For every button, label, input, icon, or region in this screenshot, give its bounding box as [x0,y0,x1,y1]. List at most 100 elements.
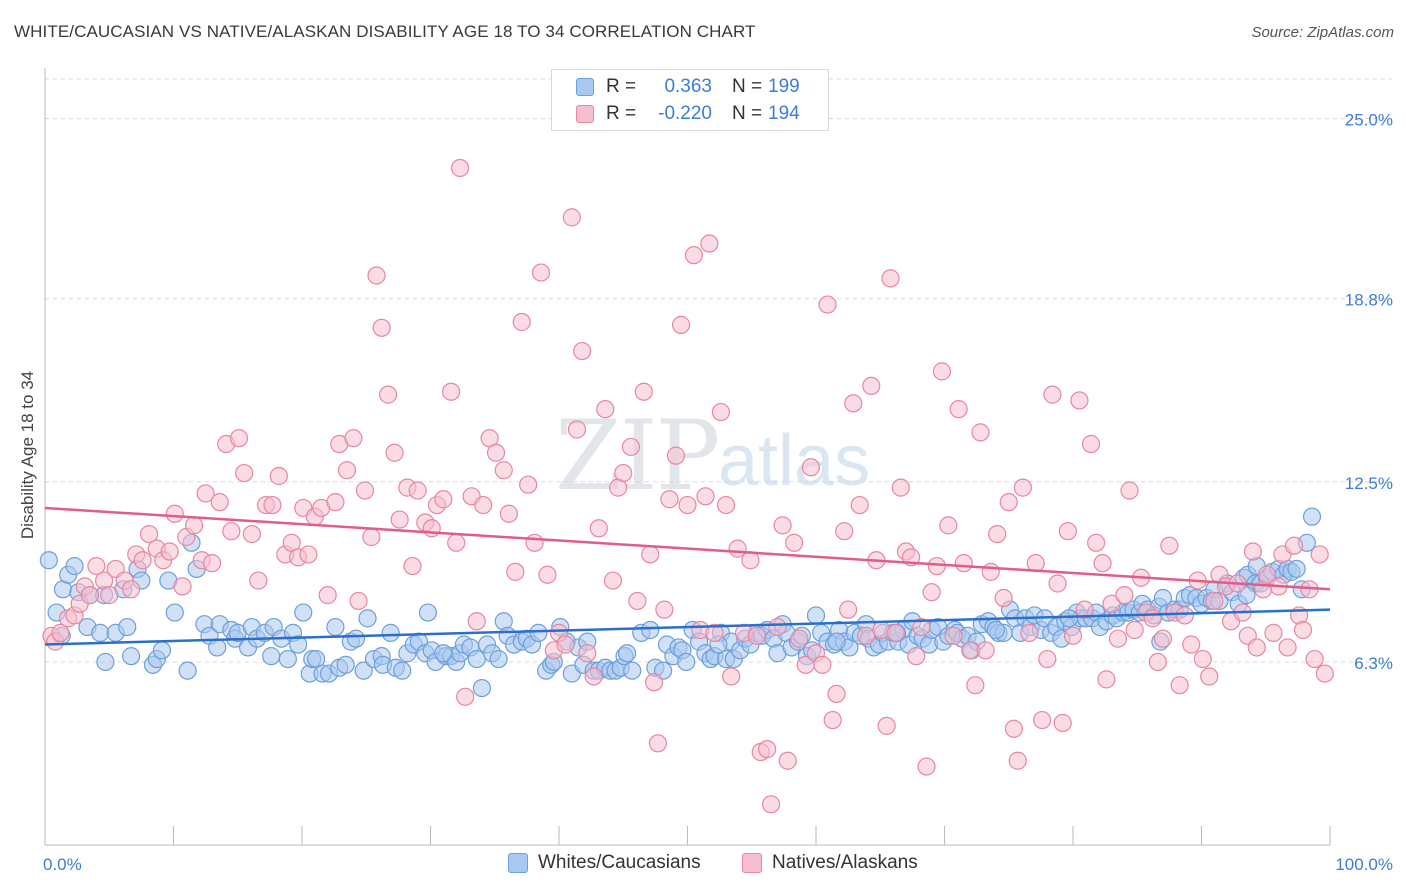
point-natives [835,522,854,541]
point-natives [344,429,363,448]
point-whites [39,551,58,570]
point-natives [596,400,615,419]
x-tick-label: 0.0% [43,855,82,874]
point-natives [80,586,100,605]
point-natives [456,687,475,706]
point-whites [1302,507,1322,526]
point-natives [100,586,119,605]
legend-item-whites[interactable]: Whites/Caucasians [508,852,701,874]
point-natives [907,647,926,666]
point-natives [705,623,724,642]
point-natives [1102,594,1121,613]
point-natives [971,423,990,442]
point-natives [1008,751,1027,770]
point-natives [839,600,858,619]
point-natives [877,716,896,735]
point-natives [648,734,668,753]
point-natives [1143,609,1162,628]
point-whites [165,603,184,622]
point-natives [976,641,995,660]
point-natives [1175,606,1194,625]
n-label: N = [732,103,763,124]
point-natives [939,516,958,535]
point-natives [1120,481,1139,500]
point-natives [562,208,581,227]
point-natives [785,533,804,552]
point-whites [262,647,281,666]
point-natives [678,495,697,515]
point-natives [538,565,557,584]
point-natives [1257,565,1277,584]
point-natives [450,158,470,178]
point-natives [671,315,691,334]
point-natives [927,556,946,576]
point-natives [1075,600,1094,619]
point-natives [269,466,288,486]
point-whites [393,661,412,680]
point-natives [1043,385,1062,404]
point-natives [917,757,936,776]
point-natives [1081,434,1101,454]
point-natives [614,463,633,483]
legend-label-whites: Whites/Caucasians [538,852,701,873]
point-natives [584,667,603,686]
point-natives [1058,522,1077,541]
point-natives [891,478,910,497]
point-natives [758,740,777,759]
point-whites [986,620,1006,640]
point-natives [1048,574,1067,593]
point-natives [857,626,876,645]
point-whites [278,649,297,669]
point-natives [1087,533,1106,552]
point-natives [506,562,525,581]
point-natives [818,295,837,314]
point-whites [121,647,141,666]
point-natives [573,341,592,361]
point-natives [994,588,1013,608]
series-legend: Whites/Caucasians Natives/Alaskans [0,852,1406,878]
point-natives [210,493,229,512]
point-natives [1063,626,1083,645]
point-whites [346,629,366,648]
point-natives [173,577,192,596]
point-natives [1004,719,1023,738]
watermark-zip: ZIP [555,400,720,512]
r-value: -0.220 [658,103,712,124]
point-natives [578,644,597,663]
point-natives [531,263,551,282]
trendline-whites [44,608,1331,646]
point-natives [133,551,152,570]
point-natives [525,533,544,552]
point-natives [408,481,427,500]
point-natives [519,475,538,494]
point-whites [489,649,508,669]
y-tick-label: 6.3% [1354,654,1393,673]
point-whites [289,635,308,654]
point-natives [655,600,674,619]
point-natives [263,495,282,515]
point-natives [567,420,587,439]
legend-label-natives: Natives/Alaskans [772,852,918,873]
point-natives [1148,652,1167,672]
x-tick-label: 100.0% [1335,855,1393,874]
point-natives [813,655,832,674]
point-whites [178,661,197,680]
point-natives [1038,649,1057,669]
point-natives [660,490,679,509]
point-natives [326,493,345,512]
point-natives [641,545,660,564]
point-natives [1070,391,1089,410]
point-natives [761,795,781,814]
point-natives [1170,676,1189,695]
point-natives [790,629,809,648]
legend-swatch-pink [576,105,594,123]
point-natives [954,554,973,573]
point-natives [235,463,254,483]
point-whites [618,644,637,663]
point-natives [1033,710,1052,730]
y-tick-label: 18.8% [1345,291,1393,310]
point-whites [529,623,548,642]
legend-item-natives[interactable]: Natives/Alaskans [742,852,918,874]
point-natives [922,583,941,602]
point-natives [966,676,985,695]
